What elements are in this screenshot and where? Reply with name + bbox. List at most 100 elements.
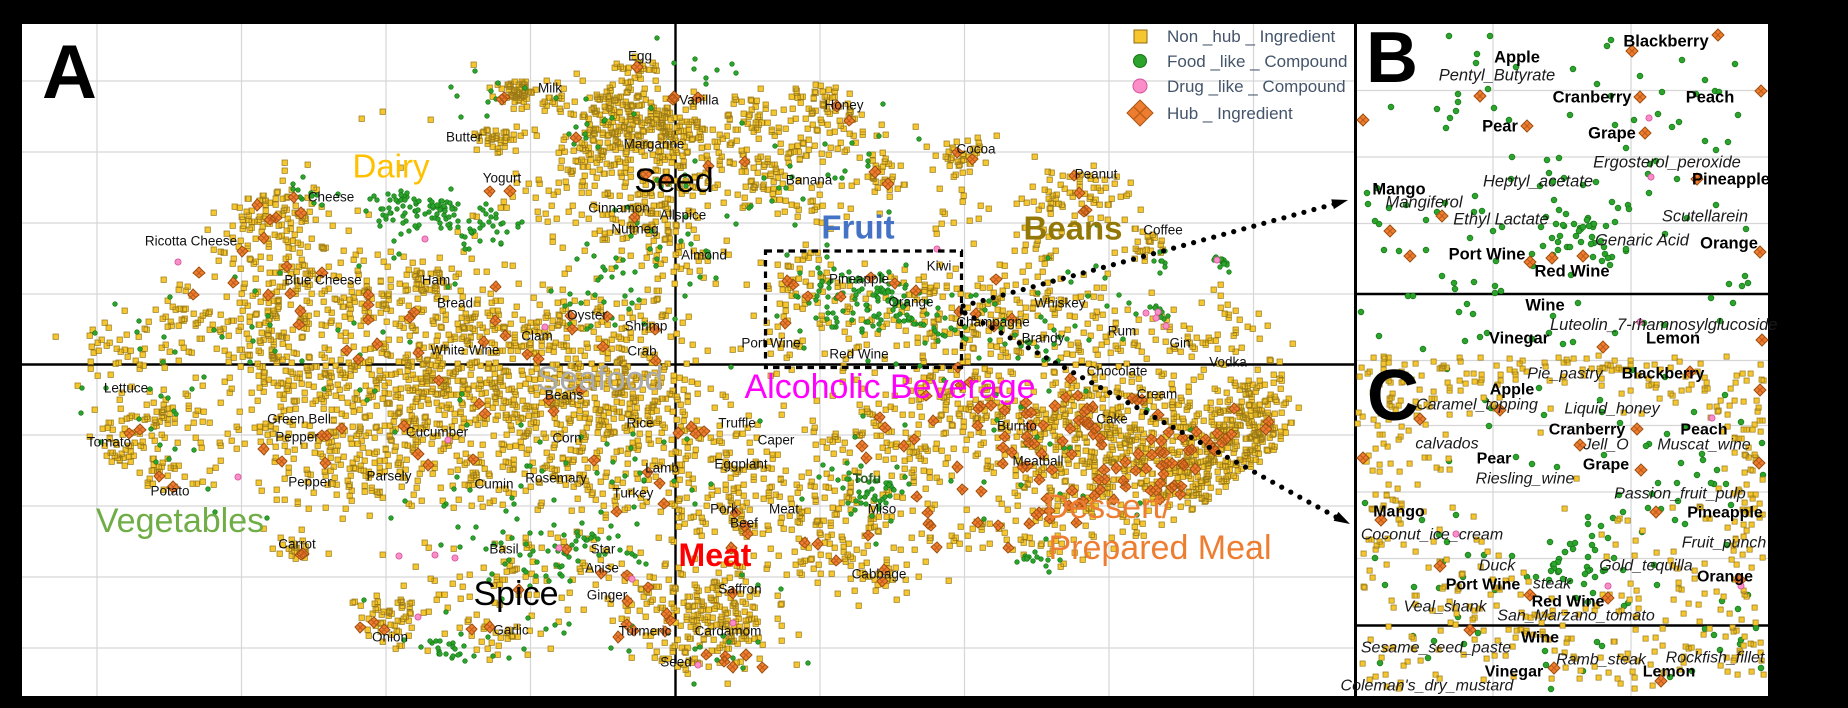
svg-text:Green Bell: Green Bell <box>267 412 331 427</box>
svg-text:Red Wine: Red Wine <box>1534 263 1609 281</box>
svg-text:San_Marzano_tomato: San_Marzano_tomato <box>1497 608 1655 625</box>
svg-text:Truffle: Truffle <box>718 416 756 431</box>
svg-text:Sesame_seed_paste: Sesame_seed_paste <box>1361 640 1511 657</box>
svg-text:Pie_pastry: Pie_pastry <box>1527 366 1604 383</box>
svg-text:Rice: Rice <box>626 416 653 431</box>
svg-text:Orange: Orange <box>1697 569 1753 586</box>
svg-text:Apple: Apple <box>1490 382 1535 399</box>
svg-text:Grape: Grape <box>1583 457 1629 474</box>
svg-text:Coleman's_dry_mustard: Coleman's_dry_mustard <box>1341 678 1515 695</box>
svg-text:Heptyl_acetate: Heptyl_acetate <box>1483 173 1593 191</box>
svg-text:Port Wine: Port Wine <box>741 336 800 351</box>
svg-text:White Wine: White Wine <box>430 343 499 358</box>
svg-text:Ethyl Lactate: Ethyl Lactate <box>1453 211 1548 229</box>
svg-text:A: A <box>42 30 97 115</box>
svg-text:Blackberry: Blackberry <box>1623 33 1709 51</box>
svg-text:Basil: Basil <box>489 542 518 557</box>
svg-text:Liquid_honey: Liquid_honey <box>1564 401 1660 418</box>
svg-text:Turmeric: Turmeric <box>619 624 672 639</box>
svg-text:Scutellarein: Scutellarein <box>1662 208 1748 226</box>
svg-text:Pineapple: Pineapple <box>1692 171 1770 189</box>
svg-text:Mangiferol: Mangiferol <box>1385 194 1463 212</box>
svg-text:Milk: Milk <box>538 81 562 96</box>
svg-text:calvados: calvados <box>1415 436 1478 453</box>
svg-text:Pentyl_Butyrate: Pentyl_Butyrate <box>1439 67 1555 85</box>
svg-text:Lemon: Lemon <box>1646 330 1700 348</box>
svg-text:Rosemary: Rosemary <box>525 471 587 486</box>
svg-text:Ricotta Cheese: Ricotta Cheese <box>145 234 237 249</box>
svg-text:Hub _ Ingredient: Hub _ Ingredient <box>1167 104 1293 123</box>
svg-text:Port Wine: Port Wine <box>1449 246 1526 264</box>
svg-text:Veal_shank: Veal_shank <box>1403 599 1487 616</box>
svg-text:Egg: Egg <box>628 49 652 64</box>
svg-text:Coffee: Coffee <box>1143 223 1183 238</box>
svg-text:Pepper: Pepper <box>275 430 319 445</box>
svg-text:Cardamom: Cardamom <box>695 624 762 639</box>
svg-text:Butter: Butter <box>446 130 483 145</box>
svg-text:Pork: Pork <box>710 502 738 517</box>
svg-text:Ginger: Ginger <box>587 588 628 603</box>
svg-text:Cabbage: Cabbage <box>852 567 907 582</box>
svg-text:Genaric Acid: Genaric Acid <box>1595 232 1690 250</box>
svg-text:Carrot: Carrot <box>278 537 316 552</box>
svg-text:Cranberry: Cranberry <box>1549 422 1626 439</box>
svg-text:Meat: Meat <box>769 502 799 517</box>
svg-text:Lettuce: Lettuce <box>104 381 148 396</box>
svg-text:Caper: Caper <box>758 433 795 448</box>
svg-text:Pineapple: Pineapple <box>829 272 889 287</box>
svg-text:Tomato: Tomato <box>87 435 131 450</box>
svg-text:Vinegar: Vinegar <box>1485 664 1543 681</box>
svg-text:Pepper: Pepper <box>288 475 332 490</box>
svg-text:Dessert/: Dessert/ <box>1045 488 1172 526</box>
svg-text:Luteolin_7-rhamnosylglucoside: Luteolin_7-rhamnosylglucoside <box>1550 316 1777 334</box>
svg-text:Allspice: Allspice <box>660 208 707 223</box>
svg-text:Meatball: Meatball <box>1012 454 1063 469</box>
svg-text:Duck: Duck <box>1479 558 1516 575</box>
svg-text:Mango: Mango <box>1372 181 1425 199</box>
svg-text:Rum: Rum <box>1108 324 1137 339</box>
svg-text:B: B <box>1366 18 1418 98</box>
svg-text:Orange: Orange <box>1700 235 1758 253</box>
svg-text:Blue Cheese: Blue Cheese <box>284 273 361 288</box>
svg-text:Ergosterol_peroxide: Ergosterol_peroxide <box>1593 154 1741 172</box>
svg-text:Ramb_steak: Ramb_steak <box>1556 652 1647 669</box>
svg-text:Whiskey: Whiskey <box>1034 296 1085 311</box>
svg-text:Saffron: Saffron <box>718 582 761 597</box>
svg-text:Lamb: Lamb <box>645 461 679 476</box>
svg-text:Cream: Cream <box>1137 387 1178 402</box>
svg-text:Burrito: Burrito <box>997 419 1037 434</box>
svg-text:Blackberry: Blackberry <box>1622 366 1705 383</box>
svg-text:Eggplant: Eggplant <box>714 457 768 472</box>
svg-text:Grape: Grape <box>1588 125 1636 143</box>
svg-text:Fruit: Fruit <box>821 209 894 246</box>
svg-text:Vanilla: Vanilla <box>679 93 719 108</box>
svg-text:Peach: Peach <box>1680 422 1727 439</box>
svg-text:Corn: Corn <box>552 431 581 446</box>
svg-text:Tofu: Tofu <box>853 471 881 486</box>
svg-text:Bread: Bread <box>437 296 473 311</box>
svg-text:Riesling_wine: Riesling_wine <box>1476 471 1575 488</box>
svg-text:Beef: Beef <box>730 516 758 531</box>
svg-text:Honey: Honey <box>824 98 863 113</box>
svg-text:Cranberry: Cranberry <box>1553 89 1633 107</box>
svg-text:Pear: Pear <box>1477 451 1512 468</box>
svg-text:Seafood: Seafood <box>537 360 664 398</box>
svg-text:Seed: Seed <box>634 162 713 200</box>
svg-text:Seed: Seed <box>660 655 692 670</box>
svg-text:Apple: Apple <box>1494 49 1540 67</box>
svg-text:Food _like _ Compound: Food _like _ Compound <box>1167 52 1348 71</box>
svg-text:Gold_tequilla: Gold_tequilla <box>1599 558 1693 575</box>
svg-text:Potato: Potato <box>150 484 189 499</box>
svg-text:Peanut: Peanut <box>1075 167 1118 182</box>
svg-text:Nutmeg: Nutmeg <box>611 222 658 237</box>
svg-text:Anise: Anise <box>585 561 619 576</box>
svg-text:Coconut_ice_cream: Coconut_ice_cream <box>1361 527 1503 544</box>
svg-text:Pear: Pear <box>1482 118 1518 136</box>
svg-text:Lemon: Lemon <box>1643 664 1695 681</box>
svg-text:Spice: Spice <box>473 575 558 613</box>
svg-text:Cinnamon: Cinnamon <box>588 201 650 216</box>
svg-text:Ham: Ham <box>422 273 451 288</box>
svg-text:Port Wine: Port Wine <box>1446 577 1521 594</box>
svg-text:Shrimp: Shrimp <box>625 319 668 334</box>
svg-text:Turkey: Turkey <box>613 486 654 501</box>
